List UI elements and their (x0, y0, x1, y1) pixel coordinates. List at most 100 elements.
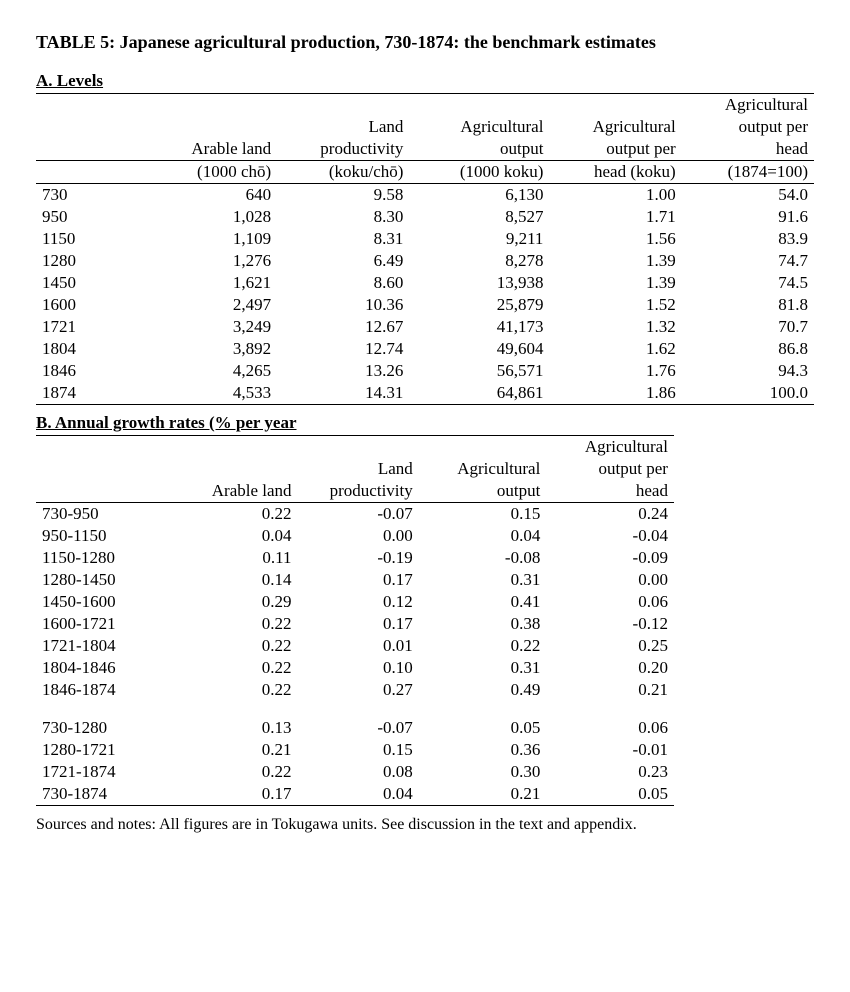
table-cell: 1600-1721 (36, 613, 176, 635)
table-cell: 1.00 (549, 184, 681, 207)
table-cell: 0.25 (546, 635, 674, 657)
col4-h1: Agricultural (549, 116, 681, 138)
table-row: 730-9500.22-0.070.150.24 (36, 503, 674, 526)
table-cell: 0.22 (176, 679, 297, 701)
table-cell: 1280-1721 (36, 739, 176, 761)
table-cell: 0.06 (546, 717, 674, 739)
table-row: 1721-18040.220.010.220.25 (36, 635, 674, 657)
table-cell: 6.49 (277, 250, 409, 272)
table-cell: 9,211 (409, 228, 549, 250)
table-cell: -0.08 (419, 547, 547, 569)
section-b-label: B. Annual growth rates (% per year (36, 413, 814, 433)
table-cell: 3,249 (145, 316, 277, 338)
table-cell: 81.8 (682, 294, 814, 316)
table-cell: 0.21 (419, 783, 547, 806)
table-cell: 1804 (36, 338, 145, 360)
table-cell: 3,892 (145, 338, 277, 360)
table-cell: 2,497 (145, 294, 277, 316)
table-cell: 8.31 (277, 228, 409, 250)
table-cell: 0.22 (176, 761, 297, 783)
table-cell: 0.06 (546, 591, 674, 613)
table-cell: 0.04 (419, 525, 547, 547)
table-cell: 0.15 (419, 503, 547, 526)
table-cell: 41,173 (409, 316, 549, 338)
table-row: 950-11500.040.000.04-0.04 (36, 525, 674, 547)
b-col4-h3: head (546, 480, 674, 503)
table-cell: 1.39 (549, 272, 681, 294)
table-cell: 0.04 (298, 783, 419, 806)
table-row: 11501,1098.319,2111.5683.9 (36, 228, 814, 250)
table-row: 14501,6218.6013,9381.3974.5 (36, 272, 814, 294)
b-col2-h2: productivity (298, 480, 419, 503)
table-cell: 1,028 (145, 206, 277, 228)
levels-table: Agricultural Land Agricultural Agricultu… (36, 93, 814, 405)
table-cell: 9.58 (277, 184, 409, 207)
table-cell: 83.9 (682, 228, 814, 250)
col4-h3: head (koku) (549, 161, 681, 184)
table-row: 17213,24912.6741,1731.3270.7 (36, 316, 814, 338)
table-row: 9501,0288.308,5271.7191.6 (36, 206, 814, 228)
table-cell: 4,533 (145, 382, 277, 405)
table-cell: 10.36 (277, 294, 409, 316)
table-cell: 74.7 (682, 250, 814, 272)
b-col1-h2: Arable land (176, 480, 297, 503)
table-row: 18043,89212.7449,6041.6286.8 (36, 338, 814, 360)
table-cell: 25,879 (409, 294, 549, 316)
b-col3-h2: output (419, 480, 547, 503)
table-cell: 0.17 (176, 783, 297, 806)
table-cell: 0.17 (298, 613, 419, 635)
table-cell: 0.41 (419, 591, 547, 613)
table-cell: 730-1280 (36, 717, 176, 739)
table-cell: 1.56 (549, 228, 681, 250)
b-col3-h1: Agricultural (419, 458, 547, 480)
table-row: 16002,49710.3625,8791.5281.8 (36, 294, 814, 316)
b-col4-h1: Agricultural (546, 436, 674, 459)
table-cell: 1,109 (145, 228, 277, 250)
table-cell: 1.71 (549, 206, 681, 228)
table-cell: 8,278 (409, 250, 549, 272)
table-cell: 56,571 (409, 360, 549, 382)
table-cell: 0.23 (546, 761, 674, 783)
table-row: 18744,53314.3164,8611.86100.0 (36, 382, 814, 405)
table-cell: 0.04 (176, 525, 297, 547)
section-a-label: A. Levels (36, 71, 814, 91)
table-cell: 13,938 (409, 272, 549, 294)
table-cell: 1150-1280 (36, 547, 176, 569)
table-cell: 0.13 (176, 717, 297, 739)
col2-h2: productivity (277, 138, 409, 161)
table-cell: 0.22 (176, 613, 297, 635)
table-cell: 6,130 (409, 184, 549, 207)
table-cell: 1.32 (549, 316, 681, 338)
table-cell: 0.22 (176, 503, 297, 526)
table-cell: 0.21 (546, 679, 674, 701)
table-cell: 0.17 (298, 569, 419, 591)
col4-h2: output per (549, 138, 681, 161)
table-cell: 1.86 (549, 382, 681, 405)
table-cell: 0.05 (419, 717, 547, 739)
table-cell: 1600 (36, 294, 145, 316)
table-cell: 70.7 (682, 316, 814, 338)
b-col2-h1: Land (298, 458, 419, 480)
table-cell: 1721 (36, 316, 145, 338)
table-cell: -0.19 (298, 547, 419, 569)
table-cell: 0.30 (419, 761, 547, 783)
table-cell: 1280-1450 (36, 569, 176, 591)
col5-h3: head (682, 138, 814, 161)
table-cell: 100.0 (682, 382, 814, 405)
table-cell: -0.04 (546, 525, 674, 547)
table-cell: 8.60 (277, 272, 409, 294)
table-cell: 8,527 (409, 206, 549, 228)
table-cell: -0.01 (546, 739, 674, 761)
col5-h4: (1874=100) (682, 161, 814, 184)
table-cell: 13.26 (277, 360, 409, 382)
table-cell: 1846 (36, 360, 145, 382)
table-cell: 91.6 (682, 206, 814, 228)
col3-h2: output (409, 138, 549, 161)
col2-h3: (koku/chō) (277, 161, 409, 184)
table-cell: 730 (36, 184, 145, 207)
table-cell: 0.14 (176, 569, 297, 591)
table-cell: 12.67 (277, 316, 409, 338)
table-row: 12801,2766.498,2781.3974.7 (36, 250, 814, 272)
table-cell: 1450 (36, 272, 145, 294)
table-cell: 1.39 (549, 250, 681, 272)
